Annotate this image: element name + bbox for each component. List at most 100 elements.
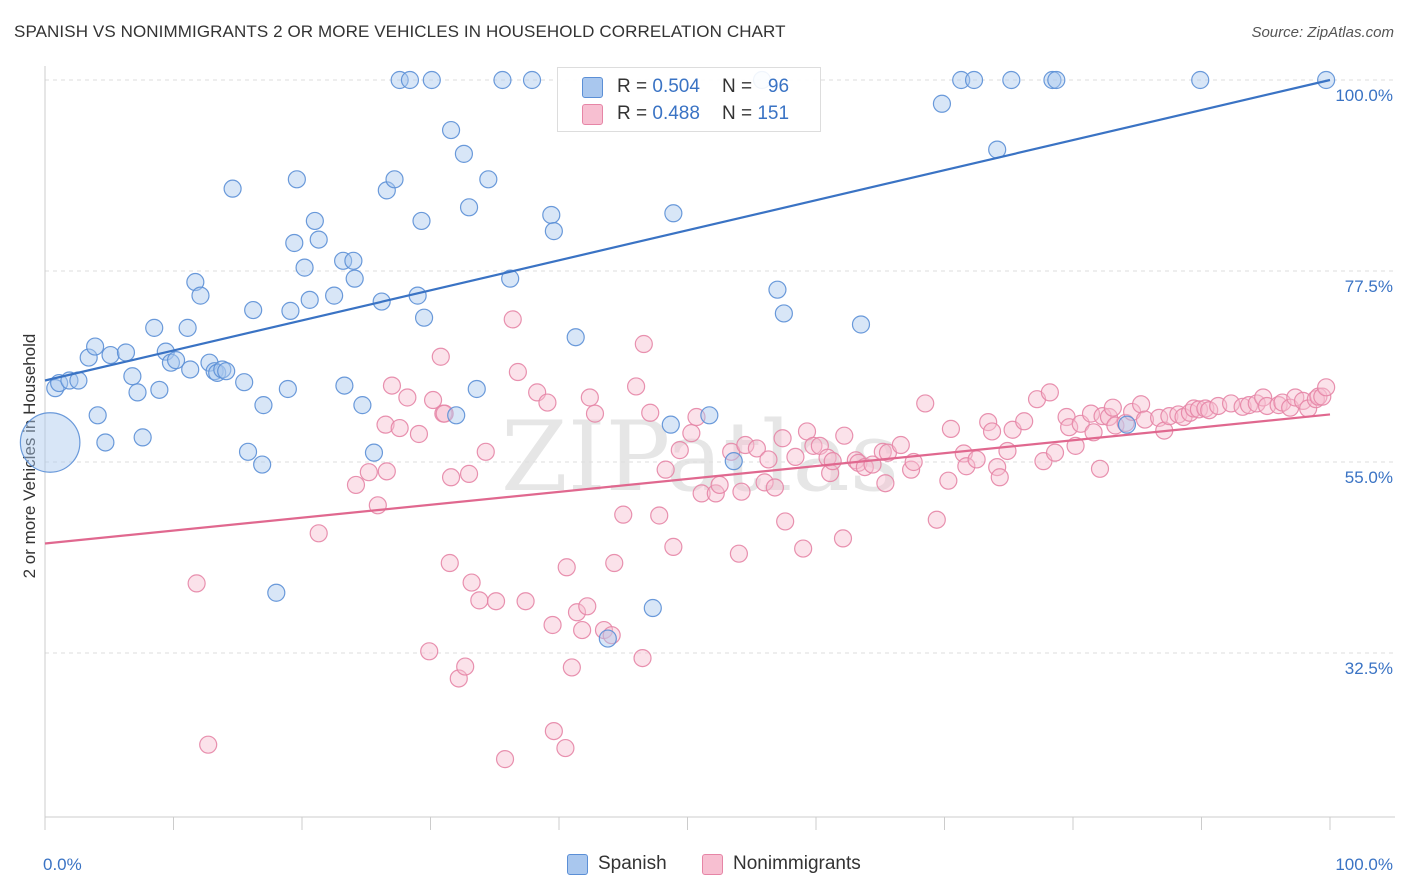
stats-box: R = 0.504 N = 96 R = 0.488 N = 151 <box>557 67 821 132</box>
nonimmigrants-point <box>187 574 206 593</box>
nonimmigrants-point <box>1254 388 1273 407</box>
nonimmigrants-point <box>605 553 624 573</box>
spanish-point <box>566 328 585 347</box>
spanish-point <box>238 442 258 461</box>
spanish-point <box>493 70 512 90</box>
nonimmigrants-point <box>1045 443 1065 462</box>
nonimmigrants-point <box>833 529 853 548</box>
nonimmigrants-point <box>423 390 443 410</box>
spanish-point <box>300 290 319 309</box>
nonimmigrants-point <box>634 334 653 354</box>
nonimmigrants-point <box>544 721 563 741</box>
spanish-point <box>542 205 561 225</box>
legend-label-spanish: Spanish <box>598 853 667 874</box>
spanish-point <box>178 318 197 337</box>
nonimmigrants-point <box>1309 387 1328 406</box>
nonimmigrants-point <box>585 404 605 423</box>
spanish-point <box>964 70 984 90</box>
nonimmigrants-point <box>199 735 218 754</box>
nonimmigrants-point <box>390 418 409 438</box>
nonimmigrants-point <box>1221 394 1241 413</box>
spanish-point <box>700 406 719 425</box>
y-tick-label: 77.5% <box>1345 277 1393 296</box>
nonimmigrants-point <box>941 419 961 438</box>
nonimmigrants-point <box>359 463 378 482</box>
spanish-point <box>305 211 324 231</box>
nonimmigrants-point <box>516 592 535 611</box>
spanish-point <box>223 179 242 198</box>
nonimmigrants-point <box>736 435 755 455</box>
watermark: ZIPatlas <box>501 401 899 513</box>
nonimmigrants-trend-line <box>44 413 1331 545</box>
nonimmigrants-point <box>556 738 575 758</box>
nonimmigrants-point <box>440 553 459 573</box>
nonimmigrants-point <box>1239 396 1259 415</box>
spanish-point <box>459 198 479 217</box>
spanish-point <box>400 70 420 90</box>
source-label: Source: ZipAtlas.com <box>1251 24 1394 41</box>
nonimmigrants-point <box>765 478 784 497</box>
spanish-point <box>295 258 314 277</box>
nonimmigrants-point <box>476 442 495 461</box>
nonimmigrants-point <box>957 457 976 476</box>
spanish-point <box>1047 70 1066 90</box>
spanish-point <box>1191 70 1210 90</box>
nonimmigrants-point <box>804 436 823 455</box>
nonimmigrants-point <box>1233 397 1252 416</box>
spanish-point <box>774 304 793 323</box>
spanish-point <box>422 70 441 90</box>
spanish-point <box>217 362 236 381</box>
spanish-point <box>724 452 743 471</box>
spanish-point <box>364 443 384 462</box>
nonimmigrants-point <box>495 750 515 769</box>
spanish-point <box>253 455 272 474</box>
nonimmigrants-point <box>927 510 946 529</box>
nonimmigrants-point <box>776 512 795 531</box>
nonimmigrants-point <box>441 468 461 487</box>
spanish-point <box>123 367 142 386</box>
legend-item-spanish[interactable]: Spanish <box>567 851 667 877</box>
spanish-point <box>101 345 120 365</box>
spanish-swatch <box>582 76 603 98</box>
spanish-point <box>1043 70 1062 90</box>
spanish-point <box>161 353 181 372</box>
spanish-point <box>390 70 409 90</box>
spanish-point <box>19 412 81 473</box>
stats-row-spanish: R = 0.504 N = 96 <box>582 74 789 100</box>
nonimmigrants-point <box>508 362 527 382</box>
nonimmigrants-point <box>503 310 522 329</box>
x-tick-label: 0.0% <box>43 855 82 874</box>
nonimmigrants-point <box>578 597 597 616</box>
nonimmigrants-r-value: 0.488 <box>652 103 700 124</box>
spanish-point <box>325 286 344 305</box>
spanish-point <box>643 598 662 618</box>
nonimmigrants-point <box>557 558 576 577</box>
spanish-point <box>385 170 404 189</box>
nonimmigrants-point <box>939 471 958 490</box>
nonimmigrants-point <box>346 475 366 495</box>
nonimmigrants-point <box>664 537 683 556</box>
nonimmigrants-point <box>1103 398 1122 417</box>
nonimmigrants-point <box>982 422 1002 441</box>
nonimmigrants-point <box>786 447 805 467</box>
spanish-point <box>88 406 107 425</box>
spanish-point <box>661 415 680 434</box>
nonimmigrants-point <box>459 464 479 483</box>
spanish-point <box>441 120 461 140</box>
spanish-point <box>454 144 474 163</box>
spanish-point <box>412 211 431 231</box>
spanish-point <box>166 351 186 370</box>
spanish-point <box>181 360 200 379</box>
spanish-n-value: 96 <box>767 76 790 97</box>
nonimmigrants-point <box>979 413 998 432</box>
nonimmigrants-point <box>916 394 935 413</box>
legend-item-nonimmigrants[interactable]: Nonimmigrants <box>702 851 861 877</box>
nonimmigrants-point <box>747 439 766 458</box>
spanish-point <box>244 300 263 320</box>
spanish-point <box>150 380 169 399</box>
nonimmigrants-point <box>656 460 675 479</box>
nonimmigrants-point <box>891 435 910 455</box>
nonimmigrants-point <box>470 591 489 610</box>
spanish-point <box>479 170 498 189</box>
